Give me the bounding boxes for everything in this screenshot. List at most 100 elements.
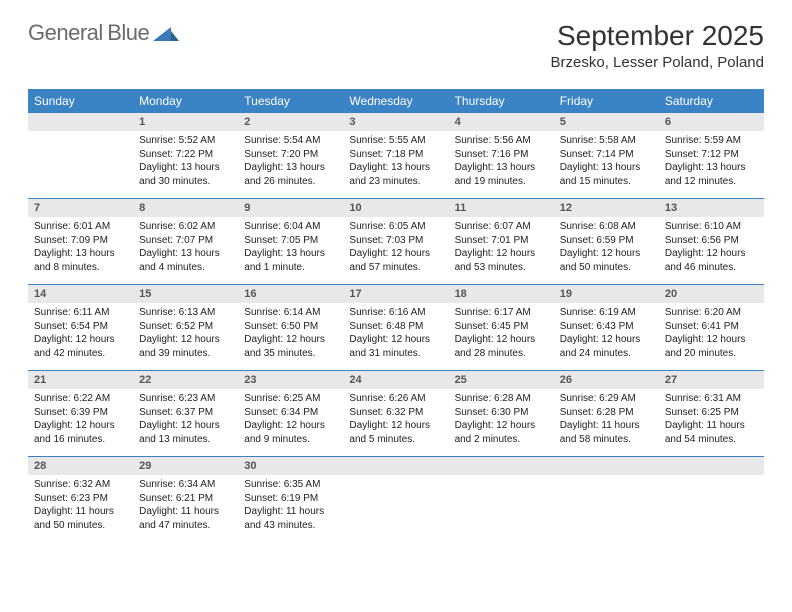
day-details	[554, 475, 659, 533]
day-number: 15	[133, 285, 238, 303]
header: General Blue September 2025 Brzesko, Les…	[28, 20, 764, 71]
day-header: Friday	[554, 89, 659, 113]
day-cell: 9Sunrise: 6:04 AMSunset: 7:05 PMDaylight…	[238, 199, 343, 285]
day-details: Sunrise: 6:22 AMSunset: 6:39 PMDaylight:…	[28, 389, 133, 456]
day-details: Sunrise: 6:32 AMSunset: 6:23 PMDaylight:…	[28, 475, 133, 542]
day-details: Sunrise: 6:23 AMSunset: 6:37 PMDaylight:…	[133, 389, 238, 456]
day-details: Sunrise: 6:19 AMSunset: 6:43 PMDaylight:…	[554, 303, 659, 370]
title-block: September 2025 Brzesko, Lesser Poland, P…	[551, 20, 764, 71]
day-cell: 19Sunrise: 6:19 AMSunset: 6:43 PMDayligh…	[554, 285, 659, 371]
day-number: 28	[28, 457, 133, 475]
day-details: Sunrise: 6:01 AMSunset: 7:09 PMDaylight:…	[28, 217, 133, 284]
day-header: Thursday	[449, 89, 554, 113]
day-cell: 26Sunrise: 6:29 AMSunset: 6:28 PMDayligh…	[554, 371, 659, 457]
day-header: Sunday	[28, 89, 133, 113]
week-row: 28Sunrise: 6:32 AMSunset: 6:23 PMDayligh…	[28, 457, 764, 543]
day-cell: 24Sunrise: 6:26 AMSunset: 6:32 PMDayligh…	[343, 371, 448, 457]
calendar-table: SundayMondayTuesdayWednesdayThursdayFrid…	[28, 89, 764, 542]
day-details: Sunrise: 6:26 AMSunset: 6:32 PMDaylight:…	[343, 389, 448, 456]
day-number: 13	[659, 199, 764, 217]
logo-triangle-icon	[153, 25, 179, 41]
day-details: Sunrise: 6:34 AMSunset: 6:21 PMDaylight:…	[133, 475, 238, 542]
day-cell: 4Sunrise: 5:56 AMSunset: 7:16 PMDaylight…	[449, 113, 554, 199]
day-number: 25	[449, 371, 554, 389]
day-header: Tuesday	[238, 89, 343, 113]
page-title: September 2025	[551, 20, 764, 52]
week-row: 14Sunrise: 6:11 AMSunset: 6:54 PMDayligh…	[28, 285, 764, 371]
day-number: 12	[554, 199, 659, 217]
day-details: Sunrise: 6:13 AMSunset: 6:52 PMDaylight:…	[133, 303, 238, 370]
day-number: 20	[659, 285, 764, 303]
day-number: 14	[28, 285, 133, 303]
day-details	[449, 475, 554, 533]
day-details: Sunrise: 6:31 AMSunset: 6:25 PMDaylight:…	[659, 389, 764, 456]
day-details: Sunrise: 6:17 AMSunset: 6:45 PMDaylight:…	[449, 303, 554, 370]
day-details: Sunrise: 6:04 AMSunset: 7:05 PMDaylight:…	[238, 217, 343, 284]
logo-word2: Blue	[107, 20, 149, 45]
day-cell: 11Sunrise: 6:07 AMSunset: 7:01 PMDayligh…	[449, 199, 554, 285]
day-details: Sunrise: 6:08 AMSunset: 6:59 PMDaylight:…	[554, 217, 659, 284]
day-cell: 27Sunrise: 6:31 AMSunset: 6:25 PMDayligh…	[659, 371, 764, 457]
day-header: Saturday	[659, 89, 764, 113]
day-cell: 15Sunrise: 6:13 AMSunset: 6:52 PMDayligh…	[133, 285, 238, 371]
day-details: Sunrise: 6:20 AMSunset: 6:41 PMDaylight:…	[659, 303, 764, 370]
day-number: 2	[238, 113, 343, 131]
day-cell: 20Sunrise: 6:20 AMSunset: 6:41 PMDayligh…	[659, 285, 764, 371]
day-number: 16	[238, 285, 343, 303]
day-details: Sunrise: 5:58 AMSunset: 7:14 PMDaylight:…	[554, 131, 659, 198]
day-cell: 5Sunrise: 5:58 AMSunset: 7:14 PMDaylight…	[554, 113, 659, 199]
day-details: Sunrise: 6:10 AMSunset: 6:56 PMDaylight:…	[659, 217, 764, 284]
day-cell: 7Sunrise: 6:01 AMSunset: 7:09 PMDaylight…	[28, 199, 133, 285]
day-details: Sunrise: 5:54 AMSunset: 7:20 PMDaylight:…	[238, 131, 343, 198]
day-number: 22	[133, 371, 238, 389]
day-cell: 22Sunrise: 6:23 AMSunset: 6:37 PMDayligh…	[133, 371, 238, 457]
day-cell: 14Sunrise: 6:11 AMSunset: 6:54 PMDayligh…	[28, 285, 133, 371]
day-number: 10	[343, 199, 448, 217]
logo-word1: General	[28, 20, 103, 45]
day-number: 4	[449, 113, 554, 131]
day-number: 29	[133, 457, 238, 475]
day-number: 30	[238, 457, 343, 475]
day-cell: 18Sunrise: 6:17 AMSunset: 6:45 PMDayligh…	[449, 285, 554, 371]
day-details: Sunrise: 6:07 AMSunset: 7:01 PMDaylight:…	[449, 217, 554, 284]
day-details: Sunrise: 5:59 AMSunset: 7:12 PMDaylight:…	[659, 131, 764, 198]
day-details	[659, 475, 764, 533]
day-number: 21	[28, 371, 133, 389]
week-row: 21Sunrise: 6:22 AMSunset: 6:39 PMDayligh…	[28, 371, 764, 457]
day-cell: 3Sunrise: 5:55 AMSunset: 7:18 PMDaylight…	[343, 113, 448, 199]
location-text: Brzesko, Lesser Poland, Poland	[551, 54, 764, 71]
day-details: Sunrise: 5:56 AMSunset: 7:16 PMDaylight:…	[449, 131, 554, 198]
day-details: Sunrise: 6:11 AMSunset: 6:54 PMDaylight:…	[28, 303, 133, 370]
day-cell	[554, 457, 659, 543]
day-details: Sunrise: 5:52 AMSunset: 7:22 PMDaylight:…	[133, 131, 238, 198]
day-cell: 28Sunrise: 6:32 AMSunset: 6:23 PMDayligh…	[28, 457, 133, 543]
day-cell	[28, 113, 133, 199]
day-details: Sunrise: 6:14 AMSunset: 6:50 PMDaylight:…	[238, 303, 343, 370]
week-row: 7Sunrise: 6:01 AMSunset: 7:09 PMDaylight…	[28, 199, 764, 285]
day-cell: 23Sunrise: 6:25 AMSunset: 6:34 PMDayligh…	[238, 371, 343, 457]
day-cell: 10Sunrise: 6:05 AMSunset: 7:03 PMDayligh…	[343, 199, 448, 285]
day-details: Sunrise: 5:55 AMSunset: 7:18 PMDaylight:…	[343, 131, 448, 198]
day-cell: 2Sunrise: 5:54 AMSunset: 7:20 PMDaylight…	[238, 113, 343, 199]
day-cell: 6Sunrise: 5:59 AMSunset: 7:12 PMDaylight…	[659, 113, 764, 199]
day-number: 3	[343, 113, 448, 131]
day-number	[554, 457, 659, 475]
day-cell: 13Sunrise: 6:10 AMSunset: 6:56 PMDayligh…	[659, 199, 764, 285]
day-details: Sunrise: 6:05 AMSunset: 7:03 PMDaylight:…	[343, 217, 448, 284]
day-cell: 16Sunrise: 6:14 AMSunset: 6:50 PMDayligh…	[238, 285, 343, 371]
day-number	[28, 113, 133, 131]
day-number	[659, 457, 764, 475]
day-cell: 25Sunrise: 6:28 AMSunset: 6:30 PMDayligh…	[449, 371, 554, 457]
day-number: 1	[133, 113, 238, 131]
day-number	[343, 457, 448, 475]
day-cell: 29Sunrise: 6:34 AMSunset: 6:21 PMDayligh…	[133, 457, 238, 543]
day-number: 11	[449, 199, 554, 217]
day-details: Sunrise: 6:28 AMSunset: 6:30 PMDaylight:…	[449, 389, 554, 456]
day-details	[343, 475, 448, 533]
day-header-row: SundayMondayTuesdayWednesdayThursdayFrid…	[28, 89, 764, 113]
week-row: 1Sunrise: 5:52 AMSunset: 7:22 PMDaylight…	[28, 113, 764, 199]
day-cell: 17Sunrise: 6:16 AMSunset: 6:48 PMDayligh…	[343, 285, 448, 371]
day-cell: 8Sunrise: 6:02 AMSunset: 7:07 PMDaylight…	[133, 199, 238, 285]
day-number: 24	[343, 371, 448, 389]
logo: General Blue	[28, 20, 179, 46]
